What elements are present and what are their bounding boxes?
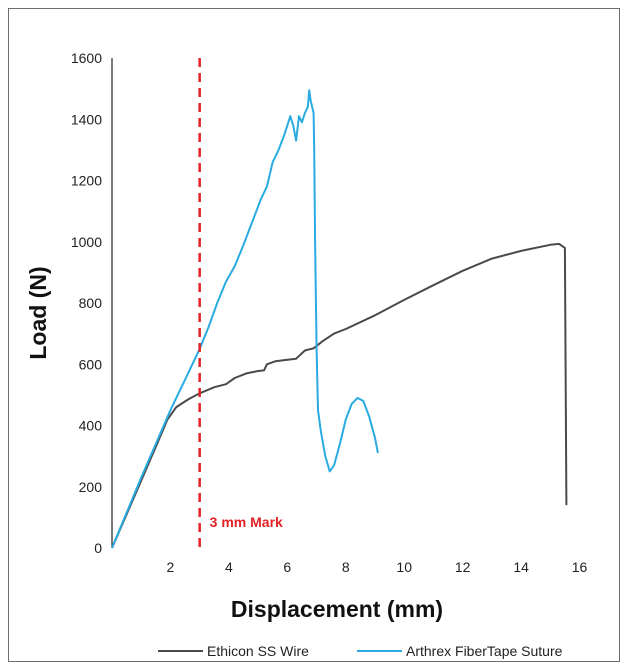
x-tick-label: 6 xyxy=(283,559,291,575)
y-tick-label: 1600 xyxy=(71,50,102,66)
y-tick-label: 600 xyxy=(79,356,103,372)
y-axis-title: Load (N) xyxy=(25,266,51,359)
legend-label-ethicon: Ethicon SS Wire xyxy=(207,643,309,659)
y-tick-label: 1200 xyxy=(71,173,102,189)
x-tick-label: 12 xyxy=(455,559,471,575)
series-layer xyxy=(111,89,568,549)
x-tick-label: 2 xyxy=(167,559,175,575)
y-tick-label: 400 xyxy=(79,418,103,434)
x-tick-labels: 2 4 6 8 10 12 14 16 xyxy=(167,559,588,575)
y-tick-label: 1400 xyxy=(71,111,102,127)
x-tick-label: 4 xyxy=(225,559,233,575)
y-tick-label: 200 xyxy=(79,479,103,495)
x-tick-label: 10 xyxy=(396,559,412,575)
x-tick-label: 8 xyxy=(342,559,350,575)
series-line-ethicon-ss-wire xyxy=(111,242,568,549)
y-tick-labels: 0 200 400 600 800 1000 1200 1400 1600 xyxy=(71,50,102,556)
x-tick-label: 14 xyxy=(513,559,529,575)
x-tick-label: 16 xyxy=(572,559,588,575)
y-tick-label: 800 xyxy=(79,295,103,311)
y-tick-label: 1000 xyxy=(71,234,102,250)
legend: Ethicon SS Wire Arthrex FiberTape Suture xyxy=(158,643,563,659)
series-line-arthrex-fibertape xyxy=(111,89,379,549)
y-tick-label: 0 xyxy=(94,540,102,556)
legend-label-arthrex: Arthrex FiberTape Suture xyxy=(406,643,563,659)
x-axis-title: Displacement (mm) xyxy=(231,596,443,622)
annotation-layer: 3 mm Mark xyxy=(198,58,283,548)
three-mm-mark-label: 3 mm Mark xyxy=(210,514,283,530)
